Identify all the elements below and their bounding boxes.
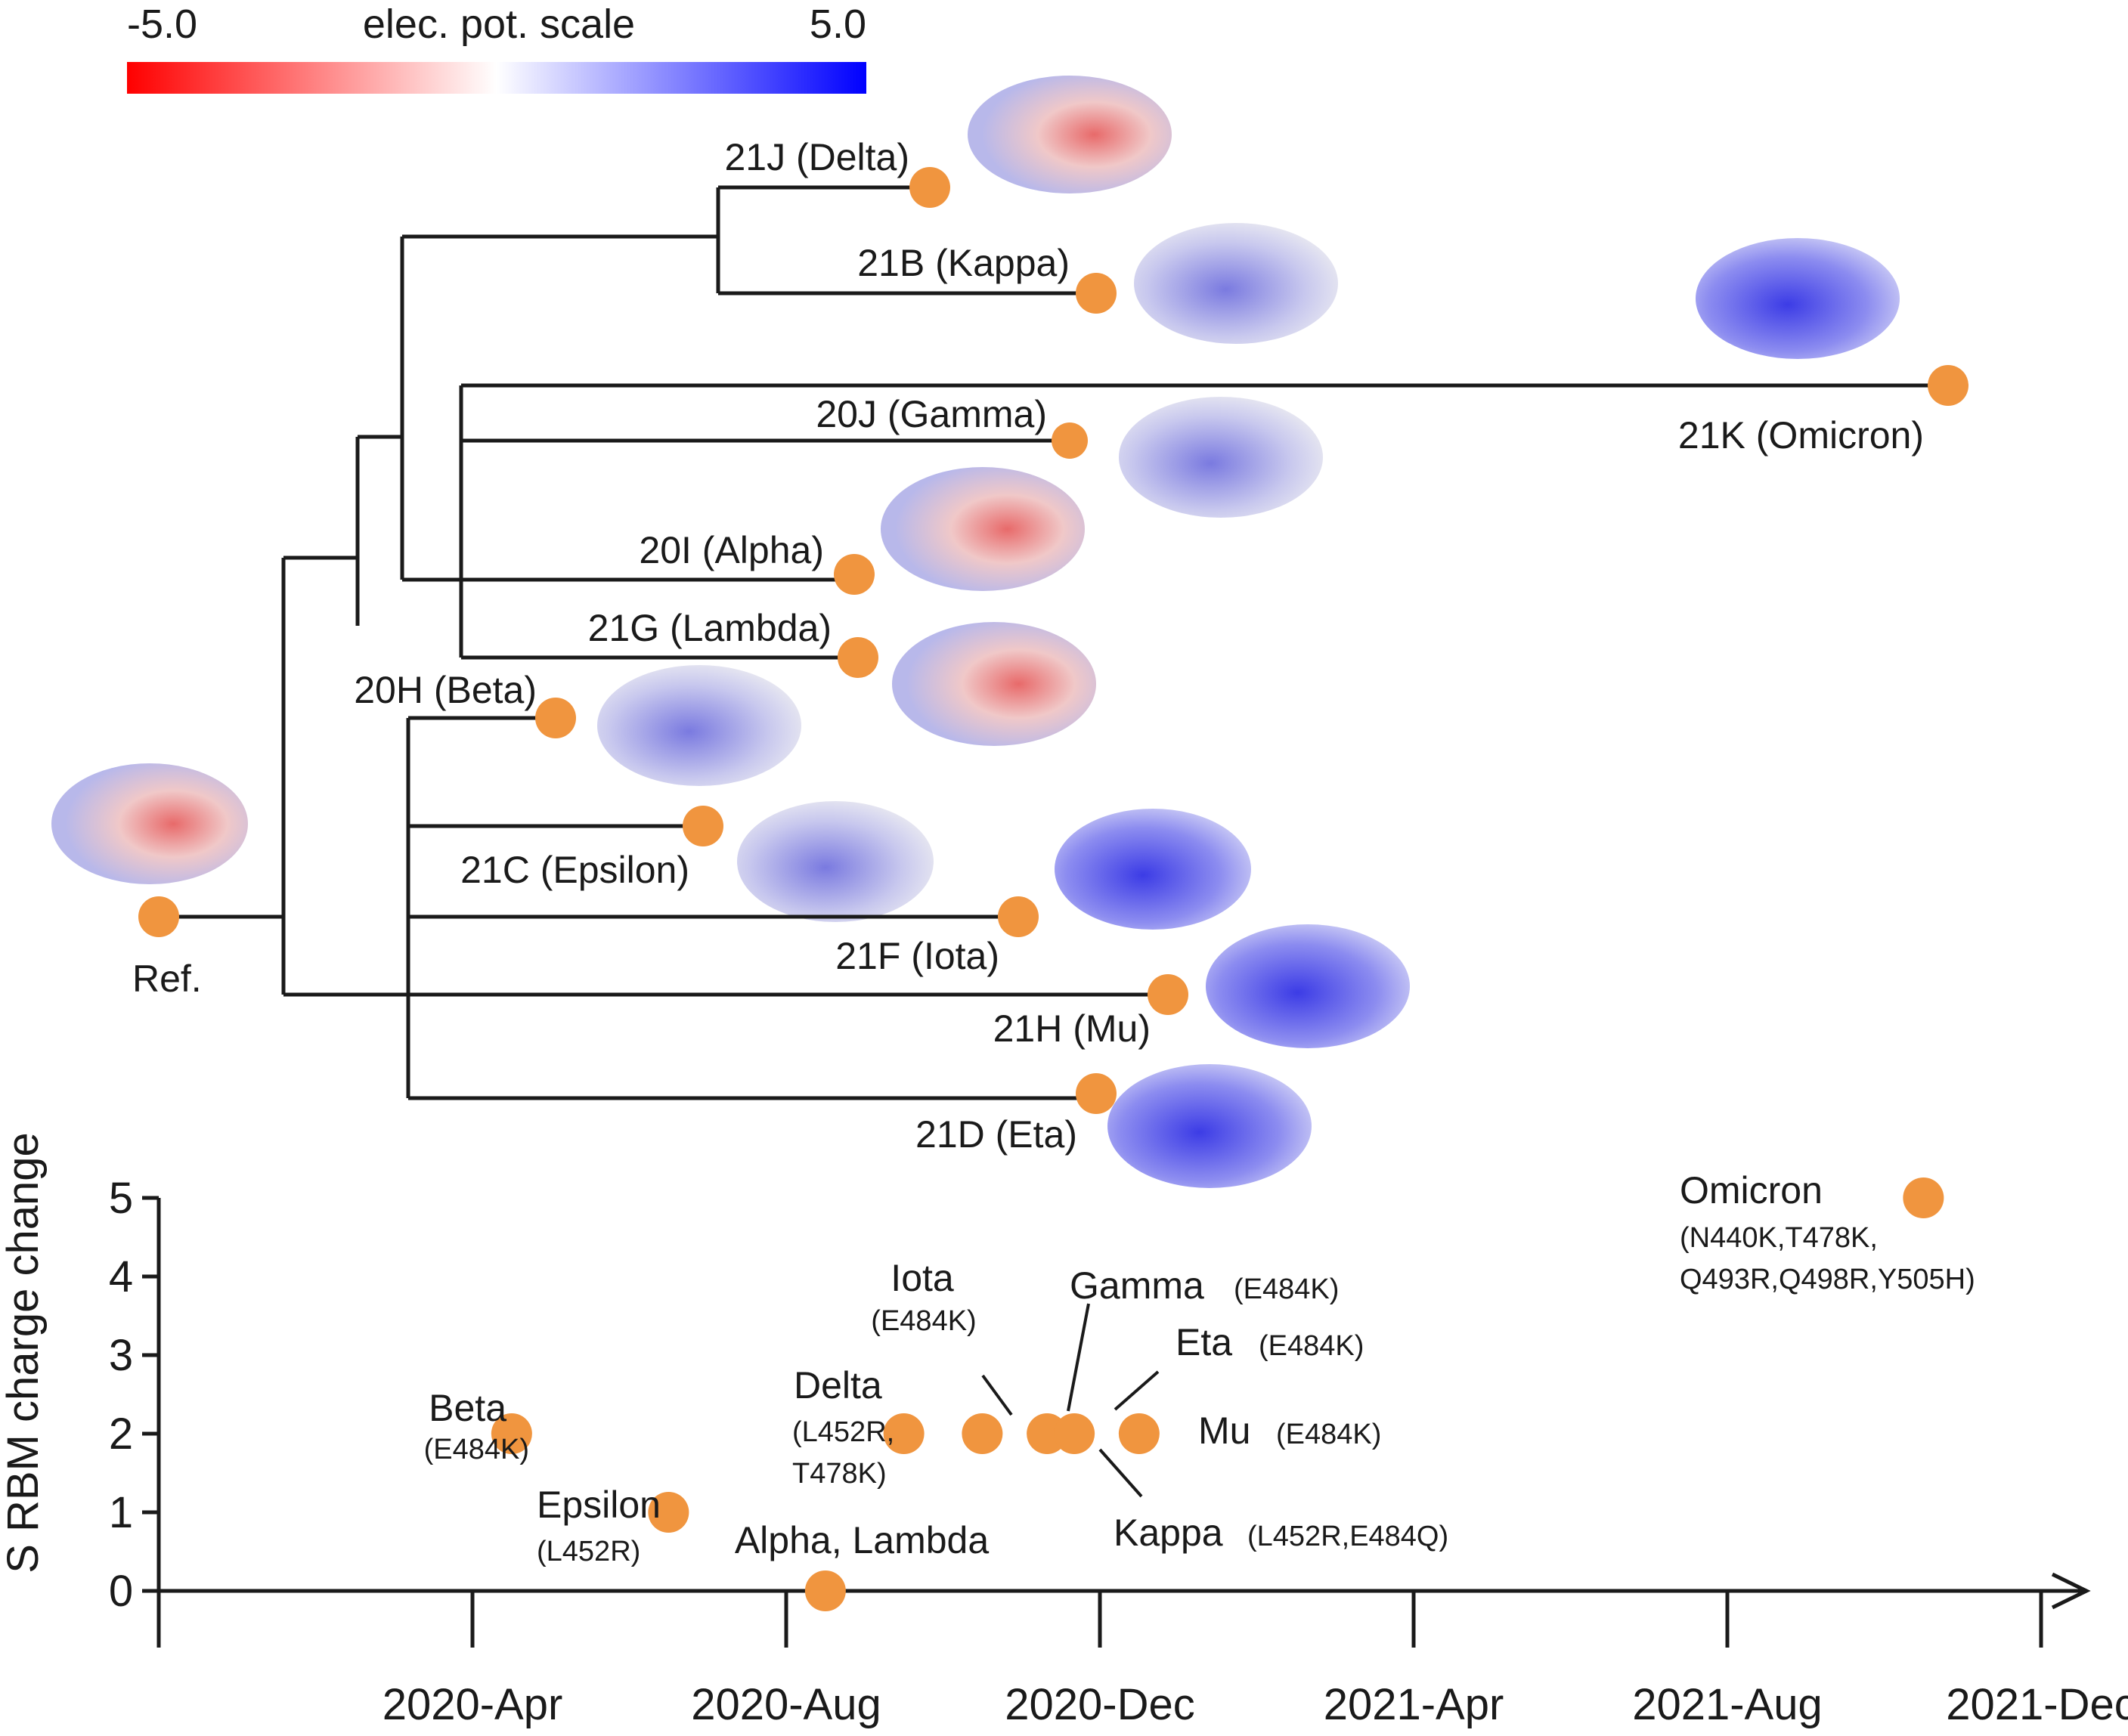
x-axis-arrow — [2051, 1572, 2091, 1610]
annot-gamma-mut: (E484K) — [1234, 1273, 1339, 1305]
annot-delta-name: Delta — [794, 1364, 882, 1406]
annot-eta-mut: (E484K) — [1259, 1330, 1364, 1362]
color-scale-min-label: -5.0 — [127, 2, 197, 47]
annot-epsilon-name: Epsilon — [537, 1484, 661, 1526]
annot-beta-name: Beta — [429, 1387, 506, 1429]
y-tick-label: 1 — [109, 1488, 133, 1537]
y-tick-label: 4 — [109, 1252, 133, 1301]
annotation-leaders — [981, 1303, 1160, 1498]
y-tick-label: 2 — [109, 1410, 133, 1459]
chart-marks: 0 1 2 3 4 5 2020-Apr 2020-Aug 2020-Dec 2021-Apr 20… — [109, 1174, 2128, 1729]
tree-node-lambda — [838, 637, 878, 678]
annot-gamma-name: Gamma — [1070, 1264, 1204, 1307]
annot-eta-name: Eta — [1176, 1321, 1232, 1363]
protein-surfaces — [51, 76, 1900, 1188]
protein-surface-delta — [968, 76, 1172, 193]
data-point — [883, 1413, 925, 1454]
tree-node-delta — [909, 167, 950, 208]
tree-branches — [159, 185, 1948, 1100]
annot-alpha-lambda-name: Alpha, Lambda — [735, 1519, 990, 1561]
tree-node-kappa — [1076, 273, 1117, 314]
annot-epsilon-mut: (L452R) — [537, 1536, 640, 1567]
tree-label-delta: 21J (Delta) — [724, 136, 909, 178]
y-tick-label: 0 — [109, 1567, 133, 1616]
x-tick-label: 2021-Apr — [1324, 1680, 1504, 1729]
annot-delta-mut-2: T478K) — [792, 1458, 887, 1490]
leader-kappa — [1098, 1448, 1143, 1498]
data-point — [1118, 1413, 1160, 1454]
protein-surface-beta — [597, 665, 801, 786]
y-tick-label: 3 — [109, 1331, 133, 1380]
data-point — [491, 1413, 532, 1454]
color-scale-max-label: 5.0 — [810, 2, 866, 47]
protein-surface-gamma — [1119, 397, 1323, 518]
tree-label-omicron: 21K (Omicron) — [1678, 414, 1924, 456]
tree-label-kappa: 21B (Kappa) — [857, 242, 1070, 284]
data-point — [962, 1413, 1003, 1454]
tree-node-mu — [1148, 974, 1188, 1015]
annot-beta-mut: (E484K) — [424, 1434, 529, 1465]
leader-gamma — [1067, 1303, 1090, 1412]
tree-node-omicron — [1928, 365, 1968, 406]
tree-node-ref — [138, 896, 179, 937]
protein-surface-omicron — [1696, 238, 1900, 359]
x-tick-label: 2020-Dec — [1005, 1680, 1194, 1729]
protein-surface-alpha — [881, 467, 1085, 591]
protein-surface-kappa — [1134, 223, 1338, 344]
tree-label-beta: 20H (Beta) — [354, 669, 537, 711]
tree-label-ref: Ref. — [132, 958, 202, 1000]
x-tick-label: 2020-Aug — [691, 1680, 881, 1729]
protein-surface-eta — [1107, 1064, 1312, 1188]
data-point — [1903, 1177, 1944, 1218]
color-scale-title: elec. pot. scale — [363, 2, 635, 47]
tree-label-mu: 21H (Mu) — [993, 1007, 1151, 1050]
tree-label-lambda: 21G (Lambda) — [588, 607, 832, 649]
tree-label-alpha: 20I (Alpha) — [639, 529, 824, 571]
x-tick-label: 2021-Aug — [1632, 1680, 1823, 1729]
tree-node-beta — [535, 698, 576, 738]
protein-surface-mu — [1206, 924, 1410, 1048]
tree-label-gamma: 20J (Gamma) — [816, 393, 1047, 435]
data-point — [648, 1492, 689, 1533]
color-scale: -5.0 elec. pot. scale 5.0 — [127, 2, 866, 94]
charge-chart: S RBM charge change 0 1 2 3 4 5 2020-Apr 2020-A… — [0, 1132, 2128, 1729]
tree-node-gamma — [1052, 422, 1088, 459]
protein-surface-iota — [1055, 809, 1251, 930]
annot-omicron-mut-2: Q493R,Q498R,Y505H) — [1680, 1264, 1975, 1295]
color-scale-bar — [127, 62, 866, 94]
tree-node-iota — [998, 896, 1039, 937]
annot-mu-mut: (E484K) — [1276, 1419, 1381, 1450]
y-tick-label: 5 — [109, 1174, 133, 1223]
tree-node-epsilon — [683, 806, 723, 846]
leader-iota — [981, 1374, 1013, 1416]
x-tick-label: 2020-Apr — [383, 1680, 563, 1729]
annot-omicron-mut-1: (N440K,T478K, — [1680, 1222, 1878, 1254]
annot-iota-mut: (E484K) — [871, 1305, 976, 1337]
phylogenetic-tree: Ref. 21J (Delta) 21B (Kappa) 21K (Omicro… — [132, 136, 1968, 1156]
tree-label-iota: 21F (Iota) — [835, 935, 999, 977]
protein-surface-lambda — [892, 622, 1096, 746]
tree-node-eta — [1076, 1073, 1117, 1114]
annot-iota-name: Iota — [891, 1257, 954, 1299]
y-axis-label: S RBM charge change — [0, 1132, 48, 1574]
annot-kappa-name: Kappa — [1114, 1512, 1223, 1554]
tree-node-alpha — [834, 554, 875, 595]
x-tick-label: 2021-Dec — [1946, 1680, 2128, 1729]
data-point — [804, 1570, 846, 1611]
annot-kappa-mut: (L452R,E484Q) — [1247, 1521, 1448, 1552]
tree-label-eta: 21D (Eta) — [915, 1113, 1077, 1156]
annot-omicron-name: Omicron — [1680, 1169, 1823, 1211]
annot-mu-name: Mu — [1198, 1410, 1250, 1452]
data-point — [1054, 1413, 1095, 1454]
protein-surface-ref — [51, 763, 248, 884]
leader-eta — [1114, 1370, 1160, 1411]
protein-surface-epsilon — [737, 801, 934, 922]
tree-label-epsilon: 21C (Epsilon) — [460, 849, 689, 891]
annot-delta-mut-1: (L452R, — [792, 1416, 894, 1448]
